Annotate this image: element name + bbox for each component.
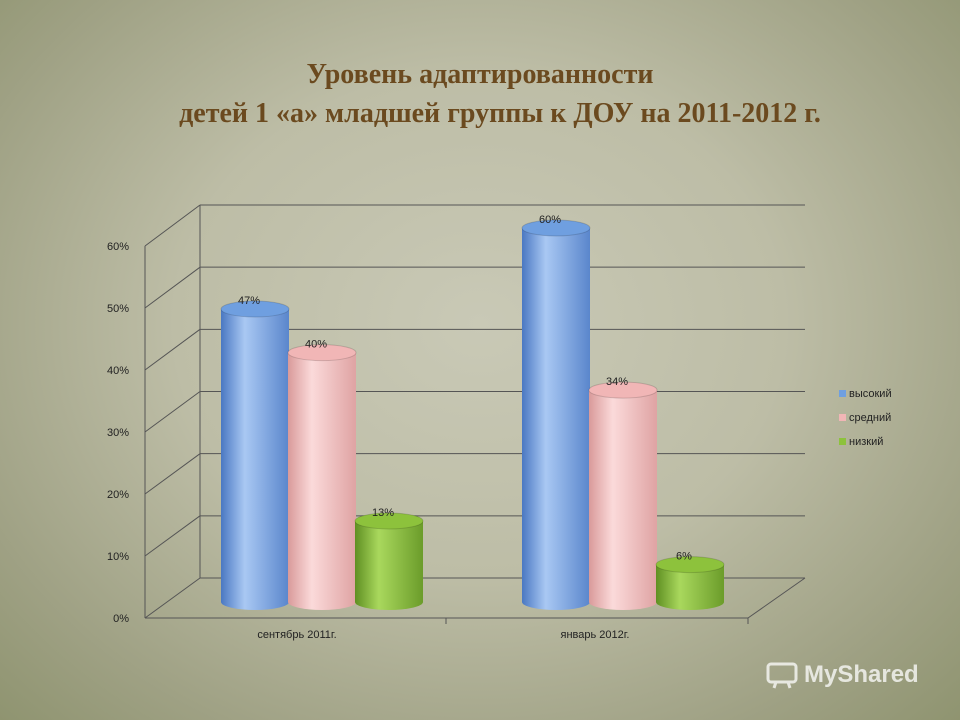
y-tick-label: 10%: [107, 551, 129, 563]
bar-top: [354, 512, 424, 530]
y-tick-label: 40%: [107, 365, 129, 377]
bar: 13%: [354, 507, 424, 610]
watermark-text: MyShared: [804, 661, 919, 688]
chart-title-line1: Уровень адаптированности: [306, 59, 654, 90]
legend-label: высокий: [849, 388, 892, 400]
y-tick-label: 60%: [107, 241, 129, 253]
data-label: 34%: [606, 376, 628, 388]
data-label: 47%: [238, 295, 260, 307]
bar-body: [355, 520, 423, 610]
gridline-diagonal: [144, 204, 201, 247]
gridline-diagonal: [144, 577, 201, 619]
y-tick-label: 30%: [107, 427, 129, 439]
y-tick-label: 20%: [107, 489, 129, 501]
bar: 34%: [588, 376, 658, 610]
watermark-logo: MyShared: [766, 655, 936, 695]
bar-top: [521, 219, 591, 237]
gridline-diagonal: [144, 266, 201, 309]
bar: 40%: [287, 339, 357, 610]
legend-swatch: [839, 438, 846, 445]
x-tick-label: сентябрь 2011г.: [257, 629, 336, 641]
gridline-diagonal: [144, 515, 201, 557]
bar-body: [656, 564, 724, 610]
gridline-diagonal: [144, 453, 201, 495]
bar-top: [287, 344, 357, 362]
presentation-icon: [766, 662, 798, 689]
bar-body: [522, 228, 590, 610]
legend-label: низкий: [849, 436, 883, 448]
x-tick-label: январь 2012г.: [561, 629, 630, 641]
floor-edge: [747, 577, 806, 619]
bar-body: [221, 309, 289, 610]
y-tick-label: 50%: [107, 303, 129, 315]
bar: 47%: [220, 295, 290, 610]
data-label: 40%: [305, 339, 327, 351]
bar-top: [655, 556, 725, 574]
gridline-diagonal: [144, 391, 201, 433]
legend-label: средний: [849, 412, 891, 424]
bar-top: [220, 300, 290, 318]
legend-swatch: [839, 390, 846, 397]
bar: 6%: [655, 551, 725, 610]
bar-top: [588, 381, 658, 399]
gridline-diagonal: [144, 328, 201, 371]
bar-body: [288, 352, 356, 610]
legend-swatch: [839, 414, 846, 421]
chart-title-line2: детей 1 «а» младшей группы к ДОУ на 2011…: [179, 98, 821, 129]
bar: 60%: [521, 214, 591, 610]
data-label: 13%: [372, 507, 394, 519]
y-tick-label: 0%: [113, 613, 129, 625]
bar-body: [589, 390, 657, 610]
data-label: 60%: [539, 214, 561, 226]
data-label: 6%: [676, 551, 692, 563]
